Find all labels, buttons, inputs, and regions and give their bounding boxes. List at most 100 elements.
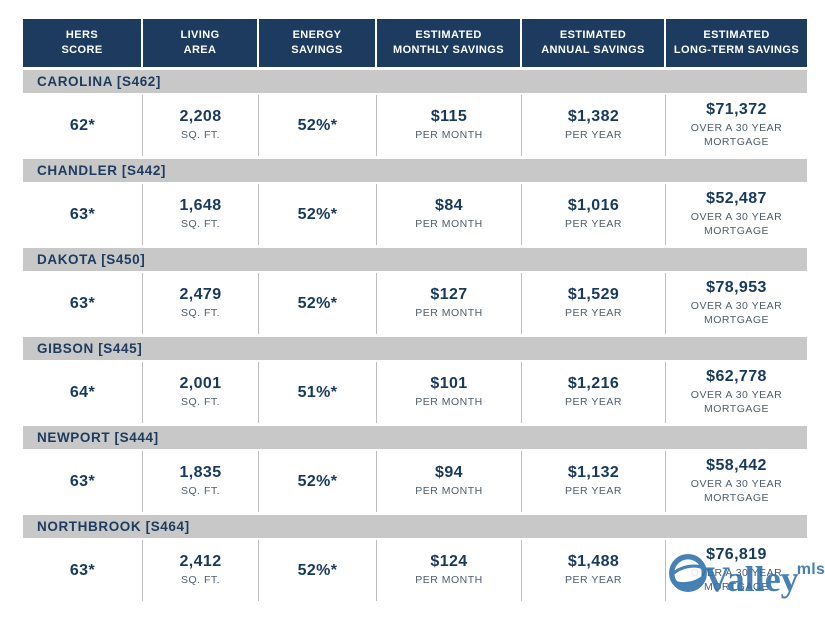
column-header-line: SCORE [61, 44, 103, 56]
annual-savings-value: $1,382 [567, 108, 620, 126]
living-area-cell: 1,835 SQ. FT. [143, 451, 259, 512]
annual-savings-value: $1,488 [567, 553, 620, 571]
monthly-savings-value: $84 [435, 197, 463, 215]
annual-savings-value: $1,016 [567, 197, 620, 215]
hers-score-value: 64* [69, 383, 96, 401]
monthly-savings-cell: $84 PER MONTH [377, 184, 522, 245]
column-header-line: LIVING [180, 29, 220, 42]
column-header-line: ANNUAL SAVINGS [541, 44, 645, 56]
section-carolina: CAROLINA [S462] 62* 2,208 SQ. FT. 52%* $… [23, 70, 807, 156]
column-header-line: ESTIMATED [415, 29, 482, 42]
column-header-line: ESTIMATED [559, 29, 627, 42]
longterm-savings-unit: OVER A 30 YEAR MORTGAGE [690, 567, 783, 593]
annual-savings-unit: PER YEAR [565, 307, 622, 320]
monthly-savings-value: $124 [430, 553, 468, 571]
energy-savings-value: 52%* [297, 472, 338, 490]
hers-score-cell: 63* [23, 273, 143, 334]
monthly-savings-cell: $127 PER MONTH [377, 273, 522, 334]
living-area-unit: SQ. FT. [180, 574, 221, 587]
column-header-annual-savings: ESTIMATED ANNUAL SAVINGS [522, 19, 666, 67]
living-area-value: 2,412 [179, 553, 222, 571]
living-area-cell: 2,479 SQ. FT. [143, 273, 259, 334]
table-row: 64* 2,001 SQ. FT. 51%* $101 PER MONTH $1… [23, 362, 807, 423]
longterm-savings-value: $52,487 [706, 190, 767, 208]
section-title: CHANDLER [S442] [23, 159, 807, 182]
section-gibson: GIBSON [S445] 64* 2,001 SQ. FT. 51%* $10… [23, 337, 807, 423]
section-title: DAKOTA [S450] [23, 248, 807, 271]
longterm-savings-unit: OVER A 30 YEAR MORTGAGE [690, 122, 783, 148]
longterm-savings-cell: $62,778 OVER A 30 YEAR MORTGAGE [666, 362, 807, 423]
energy-savings-cell: 52%* [259, 273, 377, 334]
column-header-energy-savings: ENERGY SAVINGS [259, 19, 377, 67]
living-area-cell: 2,208 SQ. FT. [143, 95, 259, 156]
annual-savings-unit: PER YEAR [565, 574, 622, 587]
section-newport: NEWPORT [S444] 63* 1,835 SQ. FT. 52%* $9… [23, 426, 807, 512]
section-northbrook: NORTHBROOK [S464] 63* 2,412 SQ. FT. 52%*… [23, 515, 807, 601]
column-header-line: ESTIMATED [703, 29, 770, 42]
annual-savings-cell: $1,016 PER YEAR [522, 184, 666, 245]
annual-savings-value: $1,529 [567, 286, 620, 304]
energy-savings-value: 52%* [297, 561, 338, 579]
living-area-value: 2,479 [179, 286, 222, 304]
annual-savings-cell: $1,488 PER YEAR [522, 540, 666, 601]
longterm-savings-unit: OVER A 30 YEAR MORTGAGE [690, 389, 783, 415]
living-area-value: 2,001 [179, 375, 222, 393]
energy-savings-cell: 52%* [259, 451, 377, 512]
monthly-savings-unit: PER MONTH [415, 129, 483, 142]
longterm-savings-cell: $71,372 OVER A 30 YEAR MORTGAGE [666, 95, 807, 156]
monthly-savings-unit: PER MONTH [415, 307, 483, 320]
energy-savings-value: 52%* [297, 294, 338, 312]
annual-savings-unit: PER YEAR [565, 485, 622, 498]
column-header-line: SAVINGS [291, 44, 343, 56]
table-row: 63* 1,835 SQ. FT. 52%* $94 PER MONTH $1,… [23, 451, 807, 512]
monthly-savings-unit: PER MONTH [415, 574, 483, 587]
hers-score-value: 63* [69, 561, 96, 579]
longterm-savings-cell: $76,819 OVER A 30 YEAR MORTGAGE [666, 540, 807, 601]
column-header-hers-score: HERS SCORE [23, 19, 143, 67]
living-area-unit: SQ. FT. [180, 396, 221, 409]
living-area-cell: 1,648 SQ. FT. [143, 184, 259, 245]
energy-savings-value: 52%* [297, 116, 338, 134]
longterm-savings-cell: $52,487 OVER A 30 YEAR MORTGAGE [666, 184, 807, 245]
monthly-savings-value: $115 [430, 108, 468, 126]
annual-savings-cell: $1,382 PER YEAR [522, 95, 666, 156]
longterm-savings-value: $58,442 [706, 457, 767, 475]
annual-savings-cell: $1,132 PER YEAR [522, 451, 666, 512]
longterm-savings-value: $62,778 [706, 368, 767, 386]
longterm-savings-value: $71,372 [706, 101, 767, 119]
hers-score-cell: 64* [23, 362, 143, 423]
section-title: CAROLINA [S462] [23, 70, 807, 93]
living-area-cell: 2,001 SQ. FT. [143, 362, 259, 423]
table-header-row: HERS SCORE LIVING AREA ENERGY SAVINGS ES… [23, 19, 807, 67]
longterm-savings-value: $78,953 [706, 279, 767, 297]
section-chandler: CHANDLER [S442] 63* 1,648 SQ. FT. 52%* $… [23, 159, 807, 245]
living-area-value: 2,208 [179, 108, 222, 126]
hers-score-value: 63* [69, 205, 96, 223]
column-header-line: LONG-TERM SAVINGS [673, 44, 800, 56]
hers-score-table: HERS SCORE LIVING AREA ENERGY SAVINGS ES… [23, 19, 807, 601]
column-header-line: HERS [65, 29, 99, 42]
monthly-savings-cell: $115 PER MONTH [377, 95, 522, 156]
longterm-savings-unit: OVER A 30 YEAR MORTGAGE [690, 211, 783, 237]
monthly-savings-value: $127 [430, 286, 468, 304]
monthly-savings-cell: $124 PER MONTH [377, 540, 522, 601]
hers-score-value: 63* [69, 472, 96, 490]
monthly-savings-value: $94 [435, 464, 463, 482]
column-header-monthly-savings: ESTIMATED MONTHLY SAVINGS [377, 19, 522, 67]
column-header-line: AREA [183, 44, 217, 56]
section-title: NORTHBROOK [S464] [23, 515, 807, 538]
energy-savings-cell: 51%* [259, 362, 377, 423]
longterm-savings-unit: OVER A 30 YEAR MORTGAGE [690, 478, 783, 504]
hers-score-cell: 62* [23, 95, 143, 156]
annual-savings-unit: PER YEAR [565, 129, 622, 142]
longterm-savings-cell: $58,442 OVER A 30 YEAR MORTGAGE [666, 451, 807, 512]
living-area-value: 1,835 [179, 464, 222, 482]
living-area-value: 1,648 [179, 197, 222, 215]
table-row: 63* 1,648 SQ. FT. 52%* $84 PER MONTH $1,… [23, 184, 807, 245]
table-row: 62* 2,208 SQ. FT. 52%* $115 PER MONTH $1… [23, 95, 807, 156]
annual-savings-value: $1,132 [567, 464, 620, 482]
table-row: 63* 2,412 SQ. FT. 52%* $124 PER MONTH $1… [23, 540, 807, 601]
column-header-living-area: LIVING AREA [143, 19, 259, 67]
column-header-line: ENERGY [292, 29, 342, 42]
longterm-savings-value: $76,819 [706, 546, 767, 564]
